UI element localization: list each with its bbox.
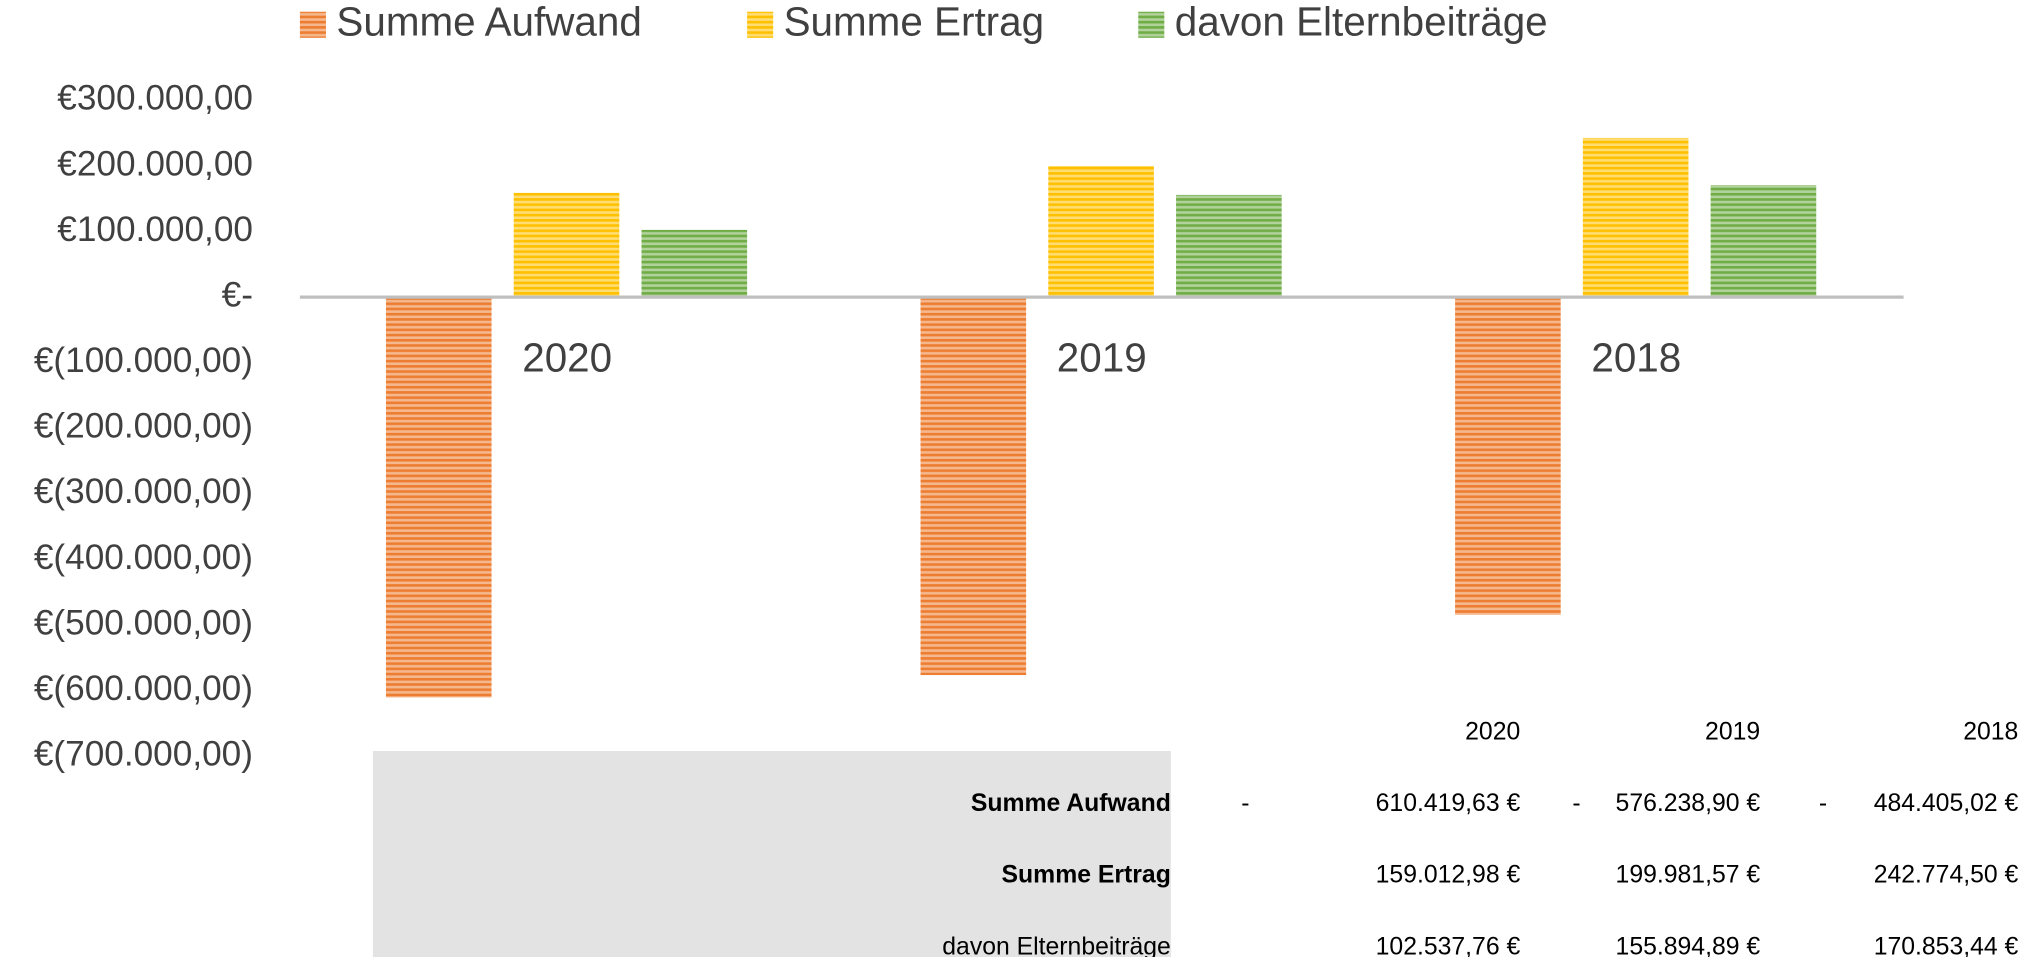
table-label-background	[372, 750, 1171, 957]
table-row-label: davon Elternbeiträge	[942, 933, 1171, 957]
legend-swatch	[299, 11, 326, 38]
bar	[641, 229, 748, 298]
x-tick-label: 2018	[1591, 335, 1681, 381]
bar	[385, 297, 492, 698]
table-cell: 170.853,44 €	[1874, 933, 2019, 957]
y-tick-label: €(500.000,00)	[34, 603, 253, 642]
bar	[920, 297, 1027, 676]
table-cell-sign: -	[1572, 790, 1580, 817]
table-cell-sign: -	[1819, 790, 1827, 817]
bar	[513, 192, 620, 298]
legend-label: Summe Ertrag	[784, 0, 1044, 44]
y-tick-label: €(100.000,00)	[34, 341, 253, 380]
legend-label: davon Elternbeiträge	[1175, 0, 1548, 44]
table-cell: 159.012,98 €	[1376, 862, 1521, 889]
legend-swatch	[747, 11, 774, 38]
y-tick-label: €(700.000,00)	[34, 735, 253, 774]
table-cell: 155.894,89 €	[1616, 933, 1761, 957]
y-tick-label: €100.000,00	[57, 210, 253, 249]
legend-swatch	[1138, 11, 1165, 38]
y-tick-label: €300.000,00	[57, 79, 253, 118]
table-cell: 484.405,02 €	[1874, 790, 2019, 817]
y-tick-label: €(400.000,00)	[34, 538, 253, 577]
table-header: 2018	[1963, 718, 2018, 745]
x-tick-label: 2020	[522, 335, 612, 381]
bar	[1582, 137, 1689, 298]
table-header: 2020	[1465, 718, 1520, 745]
table-cell: 102.537,76 €	[1376, 933, 1521, 957]
y-tick-label: €(600.000,00)	[34, 669, 253, 708]
table-cell: 242.774,50 €	[1874, 862, 2019, 889]
table-header: 2019	[1705, 718, 1760, 745]
table-cell-sign: -	[1241, 790, 1249, 817]
table-cell: 610.419,63 €	[1376, 790, 1521, 817]
y-tick-label: €200.000,00	[57, 144, 253, 183]
table-row-label: Summe Ertrag	[1002, 862, 1171, 889]
table-cell: 199.981,57 €	[1616, 862, 1761, 889]
y-tick-label: €-	[222, 275, 253, 314]
y-tick-label: €(200.000,00)	[34, 407, 253, 446]
x-tick-label: 2019	[1057, 335, 1147, 381]
legend-label: Summe Aufwand	[336, 0, 641, 44]
table-cell: 576.238,90 €	[1616, 790, 1761, 817]
bar	[1176, 194, 1282, 298]
bar	[1455, 297, 1561, 615]
y-tick-label: €(300.000,00)	[34, 472, 253, 511]
bar	[1710, 185, 1817, 298]
table-row-label: Summe Aufwand	[971, 790, 1171, 817]
bar	[1048, 165, 1154, 298]
